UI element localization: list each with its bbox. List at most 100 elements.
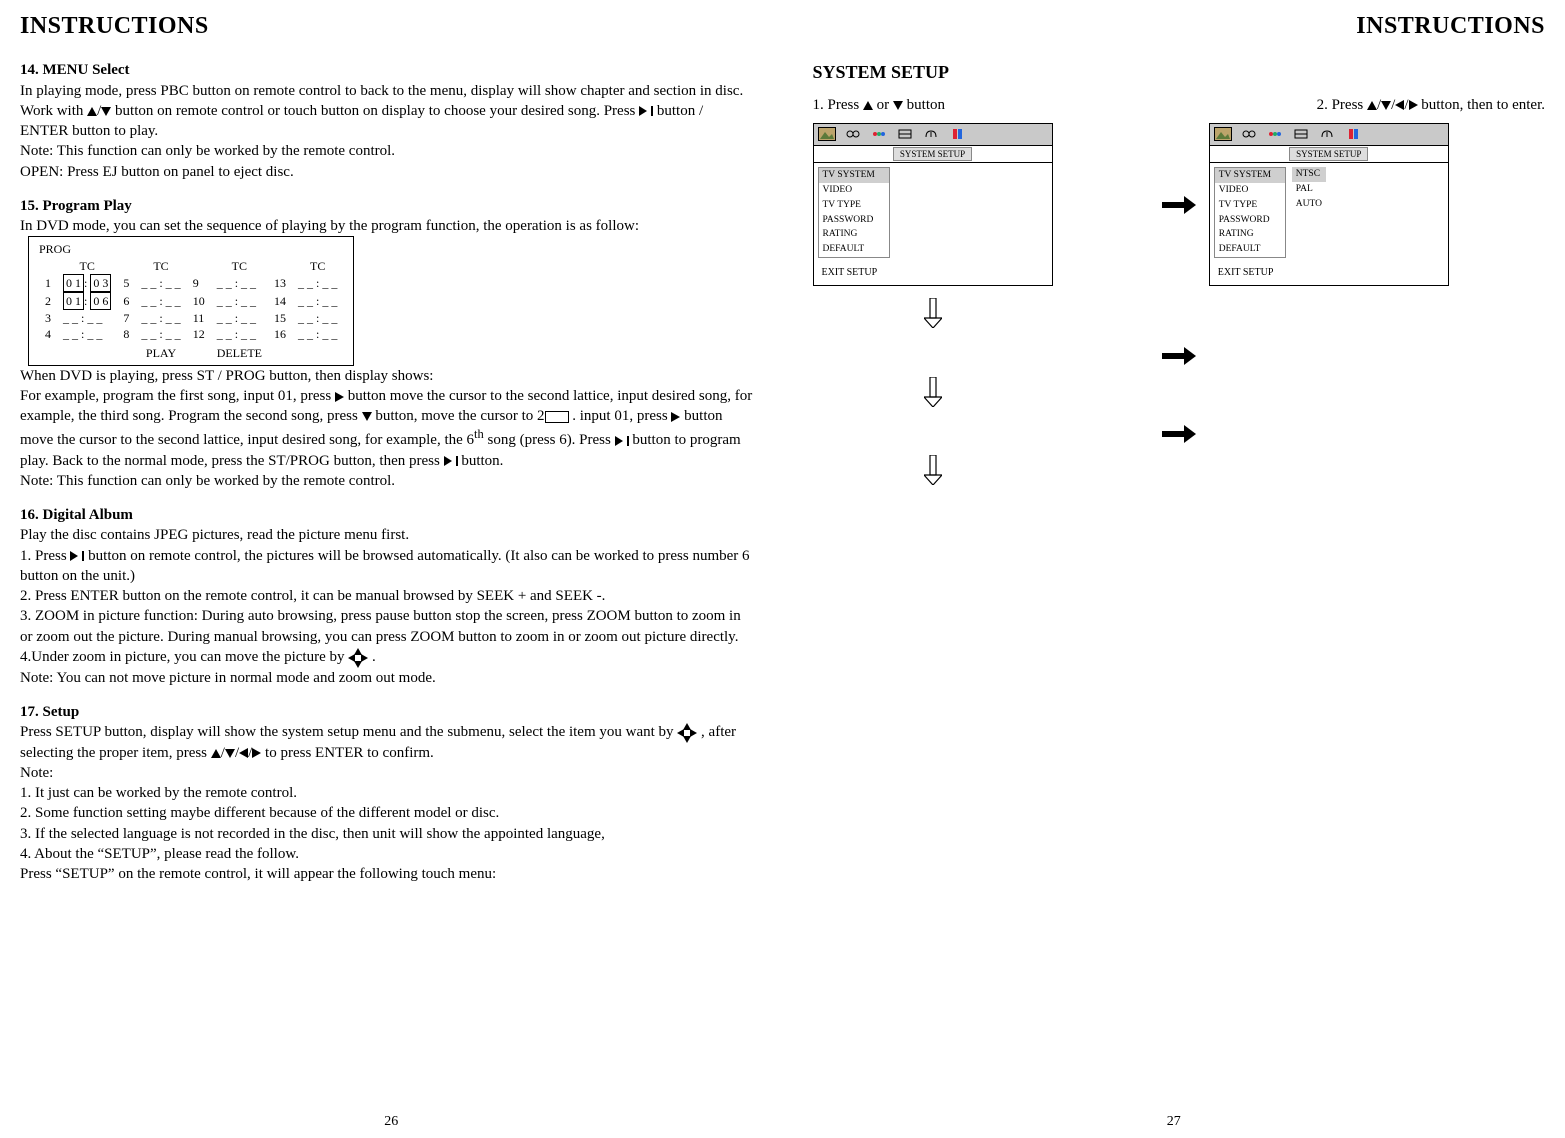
page-header-right: INSTRUCTIONS bbox=[813, 10, 1546, 42]
option-item: PAL bbox=[1292, 182, 1326, 197]
n: 2 bbox=[39, 292, 57, 310]
menu-item: RATING bbox=[819, 227, 889, 242]
menu-item: TV TYPE bbox=[1215, 198, 1285, 213]
sec17-n4: 4. About the “SETUP”, please read the fo… bbox=[20, 844, 753, 864]
prog-delete: DELETE bbox=[211, 343, 268, 361]
arrow-down-row bbox=[813, 298, 1546, 334]
sec17-n3: 3. If the selected language is not recor… bbox=[20, 824, 753, 844]
left-page: INSTRUCTIONS 14. MENU Select In playing … bbox=[0, 0, 783, 1138]
n: 13 bbox=[268, 274, 292, 292]
txt: button on remote control or touch button… bbox=[115, 103, 639, 119]
sec16-l3: 2. Press ENTER button on the remote cont… bbox=[20, 586, 753, 606]
txt: button on remote control, the pictures w… bbox=[20, 548, 750, 584]
box: 0 1 bbox=[63, 274, 84, 292]
right-icon bbox=[671, 412, 680, 422]
down-icon bbox=[362, 412, 372, 421]
n: 3 bbox=[39, 310, 57, 326]
up-icon bbox=[863, 101, 873, 110]
cell: _ _ : _ _ bbox=[135, 292, 186, 310]
arrow-down-icon bbox=[924, 298, 942, 334]
txt: . input 01, press bbox=[572, 408, 667, 424]
left-icon bbox=[239, 748, 248, 758]
tc: TC bbox=[292, 258, 343, 274]
cell: _ _ : _ _ bbox=[211, 310, 268, 326]
dpad-icon bbox=[677, 723, 697, 743]
txt: In DVD mode, you can set the sequence of… bbox=[20, 218, 639, 234]
txt: . bbox=[372, 649, 376, 665]
txt: button. bbox=[461, 453, 503, 469]
panels-grid: SYSTEM SETUP TV SYSTEMVIDEOTV TYPEPASSWO… bbox=[813, 123, 1546, 491]
prog-play: PLAY bbox=[135, 343, 186, 361]
steps-row: 1. Press or button 2. Press /// button, … bbox=[813, 95, 1546, 115]
cell: _ _ : _ _ bbox=[292, 326, 343, 342]
sec15-p2: When DVD is playing, press ST / PROG but… bbox=[20, 366, 753, 386]
n: 6 bbox=[117, 292, 135, 310]
txt: 2. Press bbox=[1317, 97, 1367, 113]
panel-body: TV SYSTEMVIDEOTV TYPEPASSWORDRATINGDEFAU… bbox=[1210, 163, 1448, 262]
sec15-note: Note: This function can only be worked b… bbox=[20, 471, 753, 491]
sec14-body: In playing mode, press PBC button on rem… bbox=[20, 81, 753, 142]
step1: 1. Press or button bbox=[813, 95, 946, 115]
n: 1 bbox=[39, 274, 57, 292]
cell: _ _ : _ _ bbox=[135, 274, 186, 292]
sec15-p1: In DVD mode, you can set the sequence of… bbox=[20, 216, 753, 366]
sec17-p1: Press SETUP button, display will show th… bbox=[20, 722, 753, 763]
menu-item: TV SYSTEM bbox=[1215, 168, 1285, 183]
txt: button, then to enter. bbox=[1421, 97, 1545, 113]
down-icon bbox=[101, 107, 111, 116]
n: 4 bbox=[39, 326, 57, 342]
n: 16 bbox=[268, 326, 292, 342]
panel-icon-strip bbox=[814, 124, 1052, 146]
menu-item: VIDEO bbox=[819, 183, 889, 198]
up-icon bbox=[211, 749, 221, 758]
tc: TC bbox=[211, 258, 268, 274]
cell: _ _ : _ _ bbox=[211, 274, 268, 292]
panel-icon-strip bbox=[1210, 124, 1448, 146]
page-header-left: INSTRUCTIONS bbox=[20, 10, 753, 42]
sec14-title: 14. MENU Select bbox=[20, 60, 753, 80]
menu-item: DEFAULT bbox=[1215, 242, 1285, 257]
cell: 0 1: 0 6 bbox=[57, 292, 117, 310]
arrow-down-icon bbox=[924, 377, 942, 413]
box: 0 1 bbox=[63, 292, 84, 310]
down-icon bbox=[893, 101, 903, 110]
sec17-note-title: Note: bbox=[20, 763, 753, 783]
right-page: INSTRUCTIONS SYSTEM SETUP 1. Press or bu… bbox=[783, 0, 1565, 1138]
txt: to press ENTER to confirm. bbox=[265, 745, 434, 761]
panel-tab: SYSTEM SETUP bbox=[1210, 146, 1448, 163]
sec16-l6: Note: You can not move picture in normal… bbox=[20, 668, 753, 688]
n: 11 bbox=[187, 310, 211, 326]
txt: For example, program the first song, inp… bbox=[20, 388, 335, 404]
arrow-down-row bbox=[813, 377, 1546, 413]
cell: _ _ : _ _ bbox=[292, 274, 343, 292]
left-icon bbox=[1395, 100, 1404, 110]
sec17-title: 17. Setup bbox=[20, 702, 753, 722]
down-icon bbox=[225, 749, 235, 758]
sec14-open: OPEN: Press EJ button on panel to eject … bbox=[20, 162, 753, 182]
sec16-l2: 1. Press button on remote control, the p… bbox=[20, 546, 753, 587]
arrow-down-icon bbox=[924, 455, 942, 491]
sup: th bbox=[474, 427, 484, 441]
play-next-icon bbox=[615, 436, 629, 446]
right-icon bbox=[335, 392, 344, 402]
play-next-icon bbox=[70, 551, 84, 561]
system-setup-title: SYSTEM SETUP bbox=[813, 60, 1546, 84]
cell: _ _ : _ _ bbox=[292, 292, 343, 310]
menu-item: TV TYPE bbox=[819, 198, 889, 213]
sec16-l4: 3. ZOOM in picture function: During auto… bbox=[20, 606, 753, 647]
step2: 2. Press /// button, then to enter. bbox=[1317, 95, 1545, 115]
n: 5 bbox=[117, 274, 135, 292]
cell: _ _ : _ _ bbox=[211, 326, 268, 342]
prog-table: PROG TC TC TC TC 1 0 1: 0 3 5_ _ : _ _ 9… bbox=[28, 236, 354, 365]
menu-item: TV SYSTEM bbox=[819, 168, 889, 183]
arrow-right-icon bbox=[1149, 347, 1209, 365]
n: 15 bbox=[268, 310, 292, 326]
play-next-icon bbox=[444, 456, 458, 466]
txt: or bbox=[877, 97, 893, 113]
up-icon bbox=[87, 107, 97, 116]
n: 14 bbox=[268, 292, 292, 310]
sec16-l5: 4.Under zoom in picture, you can move th… bbox=[20, 647, 753, 668]
n: 8 bbox=[117, 326, 135, 342]
panel-tvsystem-right: SYSTEM SETUP TV SYSTEMVIDEOTV TYPEPASSWO… bbox=[1209, 123, 1545, 287]
page-number-left: 26 bbox=[384, 1113, 398, 1132]
